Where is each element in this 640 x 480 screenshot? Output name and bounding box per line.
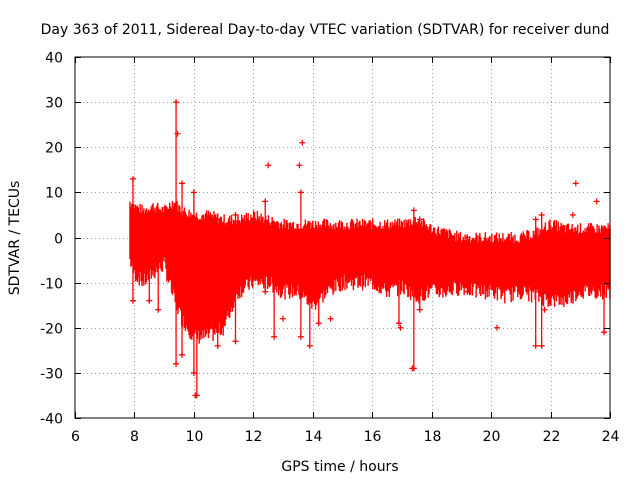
x-tick-label: 18 [424, 429, 442, 445]
outlier-point [569, 211, 576, 218]
data-spike [315, 225, 322, 327]
outlier-point [265, 162, 272, 169]
data-spike [262, 198, 269, 295]
outlier-point [280, 315, 287, 322]
data-spike [155, 207, 162, 313]
data-spike [146, 211, 153, 304]
y-axis-label: SDTVAR / TECUs [7, 181, 23, 296]
y-tick-label: -10 [40, 277, 63, 293]
chart-title: Day 363 of 2011, Sidereal Day-to-day VTE… [41, 22, 610, 38]
data-spike [297, 189, 304, 340]
data-spike [410, 207, 417, 372]
data-spike [173, 99, 180, 367]
data-spike [190, 189, 197, 376]
data-spike [395, 225, 402, 327]
data-band [129, 200, 611, 344]
x-tick-label: 12 [245, 429, 263, 445]
x-axis-label: GPS time / hours [281, 459, 398, 475]
outlier-point [174, 130, 181, 137]
data-spike [416, 216, 423, 313]
data-spike [232, 211, 239, 345]
data-spike [538, 211, 545, 349]
outlier-point [192, 392, 199, 399]
outlier-point [296, 162, 303, 169]
data-spike [271, 220, 278, 340]
outlier-point [494, 324, 501, 331]
outlier-point [327, 315, 334, 322]
x-tick-label: 10 [186, 429, 204, 445]
x-tick-label: 8 [130, 429, 139, 445]
data-spike [214, 216, 221, 349]
x-tick-label: 16 [364, 429, 382, 445]
outlier-point [572, 180, 579, 187]
data-spike [179, 180, 185, 358]
outlier-point [593, 198, 600, 205]
y-tick-label: -30 [40, 367, 63, 383]
data-spike [464, 234, 471, 295]
data-spike [129, 175, 136, 304]
x-tick-label: 6 [71, 429, 80, 445]
data-spike [532, 216, 539, 349]
x-tick-label: 22 [543, 429, 561, 445]
plot-frame [74, 56, 611, 419]
data-spike [601, 225, 608, 336]
x-tick-label: 20 [483, 429, 501, 445]
y-tick-label: 30 [45, 96, 63, 112]
outlier-point [397, 324, 404, 331]
x-tick-label: 14 [305, 429, 323, 445]
y-tick-label: 0 [54, 232, 63, 248]
x-tick-label: 24 [602, 429, 620, 445]
y-tick-label: -40 [40, 412, 63, 428]
data-layer [129, 99, 611, 399]
ticks: 6 8 10 12 14 16 18 20 22 24 -40 -30 -20 -10 0 10 20 30 40 [40, 51, 619, 446]
y-tick-label: 40 [45, 51, 63, 67]
data-spike [306, 220, 313, 349]
outlier-point [299, 139, 306, 146]
y-tick-label: 20 [45, 141, 63, 157]
y-tick-label: 10 [45, 186, 63, 202]
outlier-point [409, 365, 416, 372]
y-tick-label: -20 [40, 322, 63, 338]
outlier-point [541, 306, 548, 313]
